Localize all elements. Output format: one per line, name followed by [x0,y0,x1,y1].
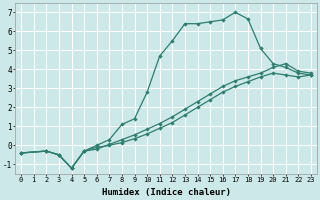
X-axis label: Humidex (Indice chaleur): Humidex (Indice chaleur) [101,188,230,197]
